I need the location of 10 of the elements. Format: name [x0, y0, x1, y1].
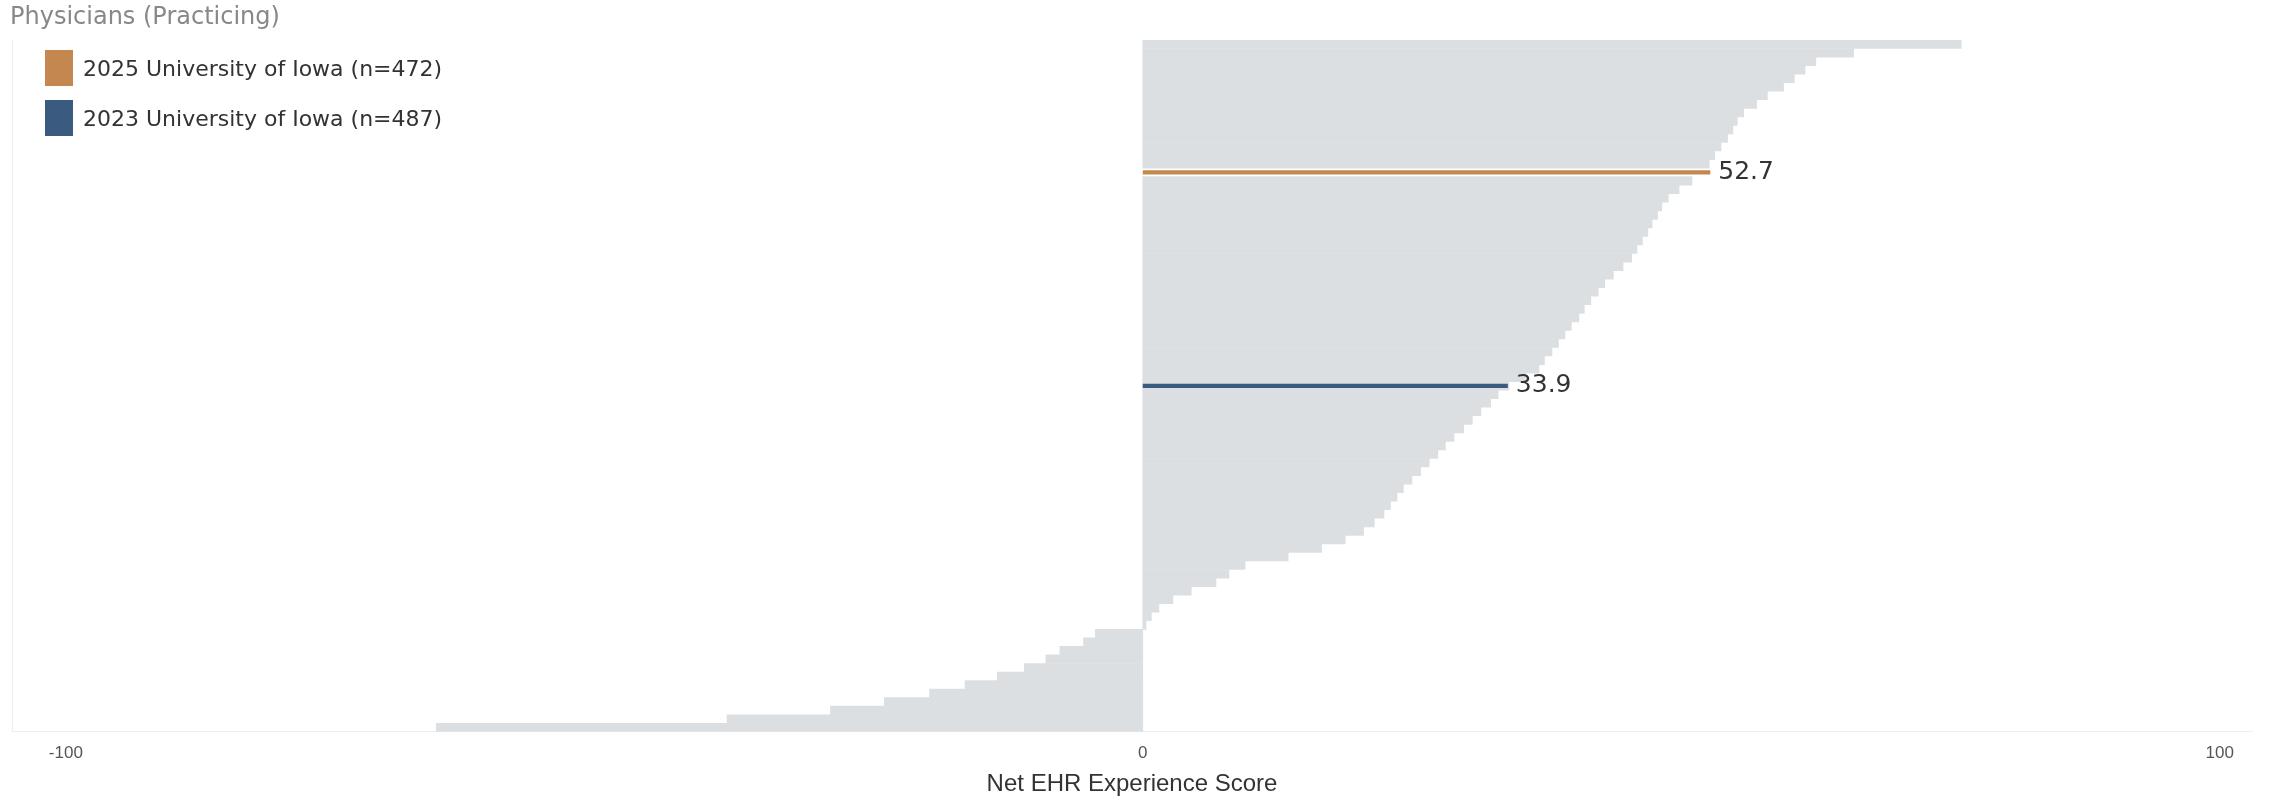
- x-tick-label: 100: [2205, 742, 2234, 762]
- legend-label: 2025 University of Iowa (n=472): [83, 55, 443, 81]
- x-tick-label: -100: [48, 742, 83, 762]
- x-axis-title: Net EHR Experience Score: [986, 769, 1278, 797]
- data-label: 33.9: [1515, 369, 1572, 399]
- data-label: 52.7: [1718, 155, 1774, 185]
- legend-label: 2023 University of Iowa (n=487): [83, 105, 443, 131]
- chart-title: Physicians (Practicing): [10, 2, 280, 30]
- x-tick-label: 0: [1138, 742, 1148, 762]
- bar: [1142, 170, 1711, 175]
